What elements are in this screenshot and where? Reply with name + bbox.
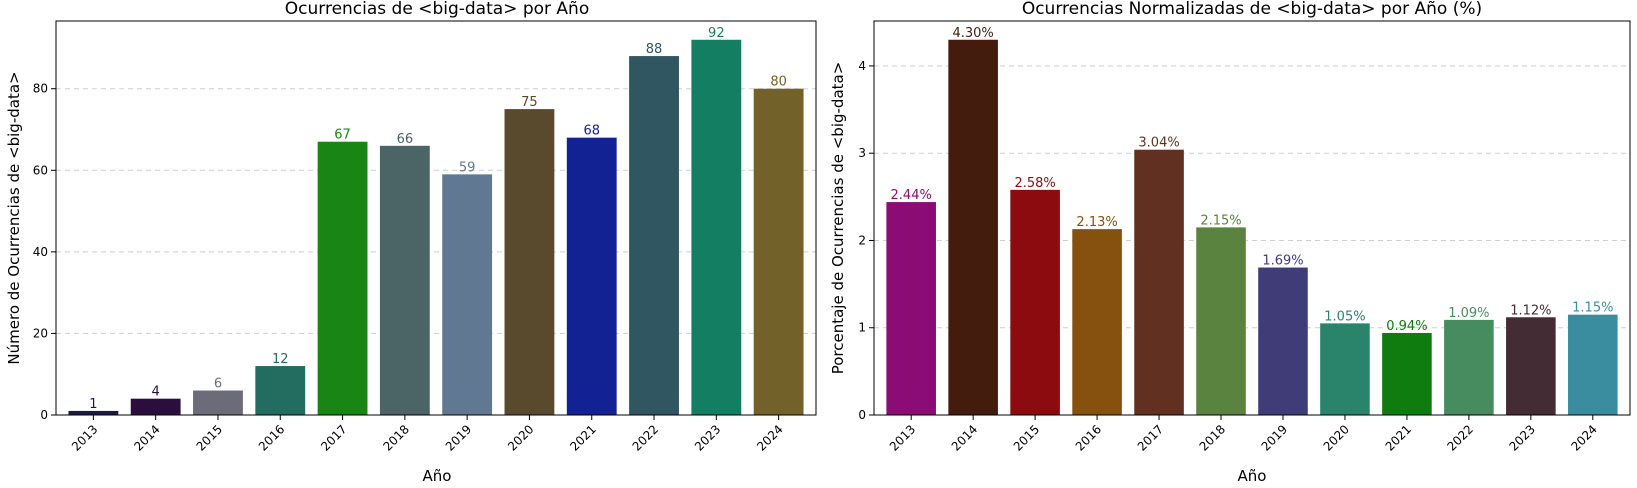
y-tick-label: 2 <box>858 233 866 247</box>
bar <box>948 39 998 416</box>
x-tick-label: 2020 <box>1321 422 1352 453</box>
bar <box>1506 317 1556 415</box>
bar <box>886 202 936 415</box>
bar-value-label: 3.04% <box>1138 136 1179 151</box>
x-tick-label: 2018 <box>380 422 411 453</box>
y-tick-label: 20 <box>33 326 48 340</box>
bar <box>1010 189 1060 415</box>
x-tick-label: 2024 <box>1568 422 1599 453</box>
y-tick-label: 0 <box>858 408 866 422</box>
x-tick-label: 2013 <box>69 422 100 453</box>
x-tick-label: 2019 <box>443 422 474 453</box>
bar <box>317 141 368 416</box>
y-axis-label-left: Número de Ocurrencias de <big-data> <box>5 71 23 364</box>
bar-value-label: 92 <box>708 26 725 41</box>
bar <box>1444 319 1494 415</box>
bar <box>504 109 555 416</box>
bar <box>753 88 804 416</box>
x-tick-label: 2022 <box>630 422 661 453</box>
bar <box>566 137 617 416</box>
bar <box>629 56 679 416</box>
x-axis-label-right: Año <box>1238 467 1267 485</box>
bar <box>255 366 306 415</box>
bar-value-label: 80 <box>770 75 787 90</box>
x-tick-label: 2015 <box>1011 422 1042 453</box>
x-tick-label: 2013 <box>887 422 918 453</box>
x-tick-label: 2016 <box>1073 422 1104 453</box>
y-tick-label: 80 <box>33 82 48 96</box>
bar-value-label: 0.94% <box>1386 319 1427 334</box>
bar <box>1568 314 1618 415</box>
plot-frame-right <box>873 20 1631 416</box>
x-axis-label-left: Año <box>423 467 452 485</box>
bar-value-label: 1.12% <box>1510 303 1551 318</box>
bar-value-label: 6 <box>214 377 222 392</box>
bar <box>68 410 119 415</box>
x-tick-label: 2021 <box>1383 422 1414 453</box>
y-tick-label: 3 <box>858 146 866 160</box>
bar-value-label: 1.69% <box>1262 254 1303 269</box>
y-tick-label: 60 <box>33 163 48 177</box>
bar-value-label: 68 <box>583 124 600 139</box>
x-tick-label: 2021 <box>567 422 598 453</box>
bar-value-label: 2.15% <box>1200 213 1241 228</box>
bar-value-label: 66 <box>397 132 414 147</box>
bar <box>1258 267 1308 415</box>
bar-value-label: 88 <box>646 42 663 57</box>
x-tick-label: 2023 <box>692 422 723 453</box>
x-tick-label: 2022 <box>1445 422 1476 453</box>
bar <box>1320 323 1370 415</box>
bar <box>691 39 742 416</box>
bar-value-label: 59 <box>459 160 476 175</box>
x-tick-label: 2023 <box>1506 422 1537 453</box>
x-tick-label: 2017 <box>318 422 349 453</box>
chart-title-right: Ocurrencias Normalizadas de <big-data> p… <box>1022 0 1482 19</box>
bar <box>1196 227 1246 415</box>
bar-value-label: 67 <box>334 128 351 143</box>
chart-title-left: Ocurrencias de <big-data> por Año <box>285 0 589 19</box>
bar-value-label: 75 <box>521 95 538 110</box>
bar-value-label: 2.44% <box>891 188 932 203</box>
bar-value-label: 12 <box>272 352 289 367</box>
x-tick-label: 2016 <box>256 422 287 453</box>
x-tick-label: 2019 <box>1259 422 1290 453</box>
bar <box>130 398 181 415</box>
y-tick-label: 4 <box>858 59 866 73</box>
y-tick-label: 1 <box>858 321 866 335</box>
x-tick-label: 2017 <box>1135 422 1166 453</box>
y-axis-label-right: Porcentaje de Ocurrencias de <big-data> <box>829 62 847 375</box>
x-tick-label: 2014 <box>131 422 162 453</box>
bar-value-label: 4 <box>152 385 160 400</box>
bar <box>1134 149 1184 415</box>
bar <box>1072 229 1122 415</box>
bar-value-label: 2.58% <box>1014 176 1055 191</box>
bar-value-label: 1 <box>89 397 97 412</box>
bar-value-label: 1.15% <box>1572 301 1613 316</box>
chart-panel-right: Ocurrencias Normalizadas de <big-data> p… <box>829 0 1631 485</box>
y-tick-label: 40 <box>33 245 48 259</box>
x-tick-label: 2018 <box>1197 422 1228 453</box>
bar <box>193 390 243 415</box>
x-tick-label: 2020 <box>505 422 536 453</box>
y-tick-label: 0 <box>40 408 48 422</box>
x-tick-label: 2024 <box>754 422 785 453</box>
plot-frame-left <box>55 20 817 416</box>
bar <box>442 174 493 415</box>
x-tick-label: 2015 <box>194 422 225 453</box>
bar-value-label: 4.30% <box>952 26 993 41</box>
chart-panel-left: Ocurrencias de <big-data> por Año Año Nú… <box>5 0 817 485</box>
bar-value-label: 1.09% <box>1448 306 1489 321</box>
x-tick-label: 2014 <box>949 422 980 453</box>
bar-value-label: 1.05% <box>1324 309 1365 324</box>
bar <box>1382 332 1432 415</box>
bar <box>379 145 430 416</box>
bar-value-label: 2.13% <box>1076 215 1117 230</box>
